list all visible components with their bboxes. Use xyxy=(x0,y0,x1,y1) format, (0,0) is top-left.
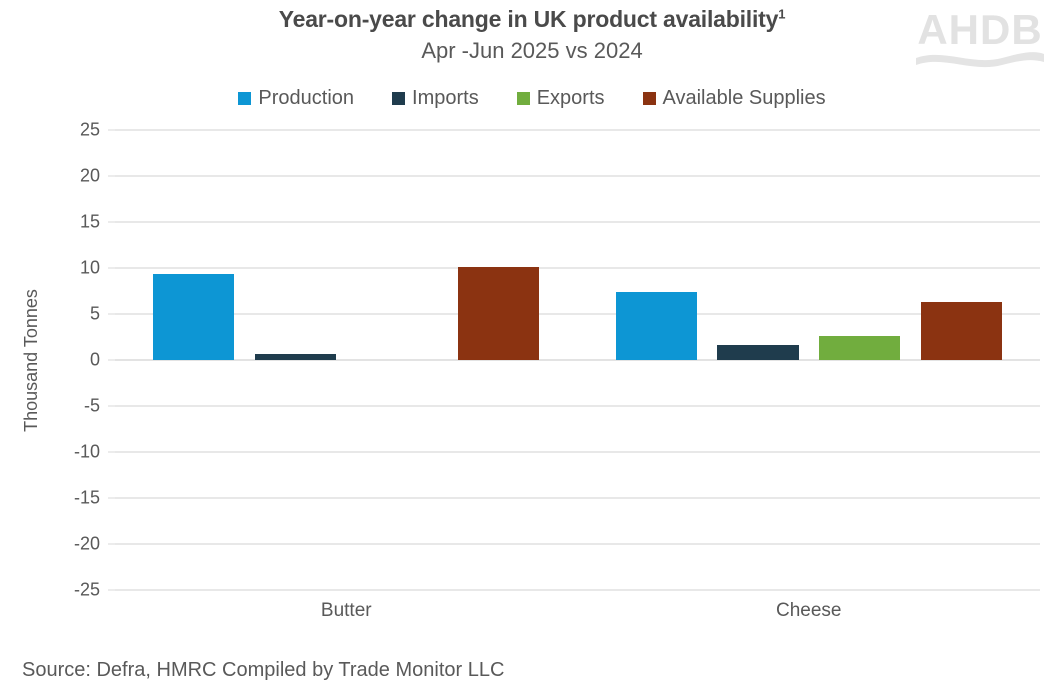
legend-item-exports[interactable]: Exports xyxy=(516,87,605,110)
gridline xyxy=(115,451,1040,453)
gridline xyxy=(115,313,1040,315)
y-axis-tick-mark xyxy=(108,589,115,591)
y-axis-labels: 25 20 15 10 5 0 -5 -10 -15 -20 -25 xyxy=(48,120,108,600)
bar-cheese-available-supplies[interactable] xyxy=(920,302,1002,360)
y-axis-tick-mark xyxy=(108,543,115,545)
x-axis-label-cheese: Cheese xyxy=(776,600,842,621)
y-axis-tick-label: 25 xyxy=(79,119,100,140)
bar-butter-available-supplies[interactable] xyxy=(458,267,540,360)
y-axis-tick-label: 10 xyxy=(79,257,100,278)
bar-butter-imports[interactable] xyxy=(254,353,337,360)
legend-item-label: Imports xyxy=(412,87,479,109)
y-axis-tick-mark xyxy=(108,129,115,131)
plot-wrapper: Thousand Tonnes 25 20 15 10 5 0 -5 -10 -15 -20 -25… xyxy=(0,120,1064,621)
y-axis-tick-label: -20 xyxy=(73,533,100,554)
legend-item-production[interactable]: Production xyxy=(238,87,354,110)
x-axis-label-butter: Butter xyxy=(320,600,372,621)
legend-swatch-icon xyxy=(642,92,656,105)
gridline xyxy=(115,589,1040,591)
y-axis-tick-mark xyxy=(108,175,115,177)
chart-legend: Production Imports Exports Available Suppli… xyxy=(0,87,1064,110)
y-axis-tick-mark xyxy=(108,497,115,499)
y-axis-title-label: Thousand Tonnes xyxy=(20,288,41,432)
y-axis-tick-label: -15 xyxy=(73,487,100,508)
legend-item-available-supplies[interactable]: Available Supplies xyxy=(642,87,826,110)
bar-cheese-production[interactable] xyxy=(615,291,697,360)
source-note: Source: Defra, HMRC Compiled by Trade Mo… xyxy=(22,659,505,681)
gridline xyxy=(115,221,1040,223)
y-axis-title: Thousand Tonnes xyxy=(14,130,48,590)
y-axis-tick-label: 20 xyxy=(79,165,100,186)
plot-area xyxy=(115,129,1040,591)
gridline xyxy=(115,497,1040,499)
y-axis-tick-mark xyxy=(108,405,115,407)
legend-item-label: Production xyxy=(258,87,355,109)
legend-item-label: Available Supplies xyxy=(662,87,826,109)
gridline xyxy=(115,129,1040,131)
bar-cheese-imports[interactable] xyxy=(717,345,799,360)
y-axis-tick-mark xyxy=(108,267,115,269)
y-axis-tick-mark xyxy=(108,451,115,453)
x-axis-category-labels: Butter Cheese xyxy=(115,600,1040,630)
chart-title-footnote-marker: 1 xyxy=(778,6,786,22)
chart-header: Year-on-year change in UK product availa… xyxy=(0,4,1064,66)
y-axis-tick-label: -10 xyxy=(73,441,100,462)
y-axis-tick-mark xyxy=(108,359,115,361)
bar-cheese-exports[interactable] xyxy=(818,336,901,360)
y-axis-tick-label: 0 xyxy=(89,349,100,370)
bar-butter-production[interactable] xyxy=(153,274,235,360)
chart-title: Year-on-year change in UK product availa… xyxy=(0,4,1064,34)
gridline xyxy=(115,543,1040,545)
y-axis-tick-mark xyxy=(108,313,115,315)
y-axis-tick-label: 5 xyxy=(89,303,100,324)
chart-title-text: Year-on-year change in UK product availa… xyxy=(278,6,779,32)
y-axis-tick-label: -25 xyxy=(73,579,100,600)
y-axis-tick-label: 15 xyxy=(79,211,100,232)
legend-swatch-icon xyxy=(516,92,530,105)
gridline xyxy=(115,405,1040,407)
legend-item-imports[interactable]: Imports xyxy=(392,87,479,110)
zero-line xyxy=(115,359,1040,361)
y-axis-tick-label: -5 xyxy=(83,395,100,416)
chart-subtitle: Apr -Jun 2025 vs 2024 xyxy=(421,38,643,63)
y-axis-tick-mark xyxy=(108,221,115,223)
legend-swatch-icon xyxy=(392,92,406,105)
legend-swatch-icon xyxy=(238,92,252,105)
gridline xyxy=(115,175,1040,177)
gridline xyxy=(115,267,1040,269)
bars-layer xyxy=(115,130,1040,590)
legend-item-label: Exports xyxy=(536,87,605,109)
